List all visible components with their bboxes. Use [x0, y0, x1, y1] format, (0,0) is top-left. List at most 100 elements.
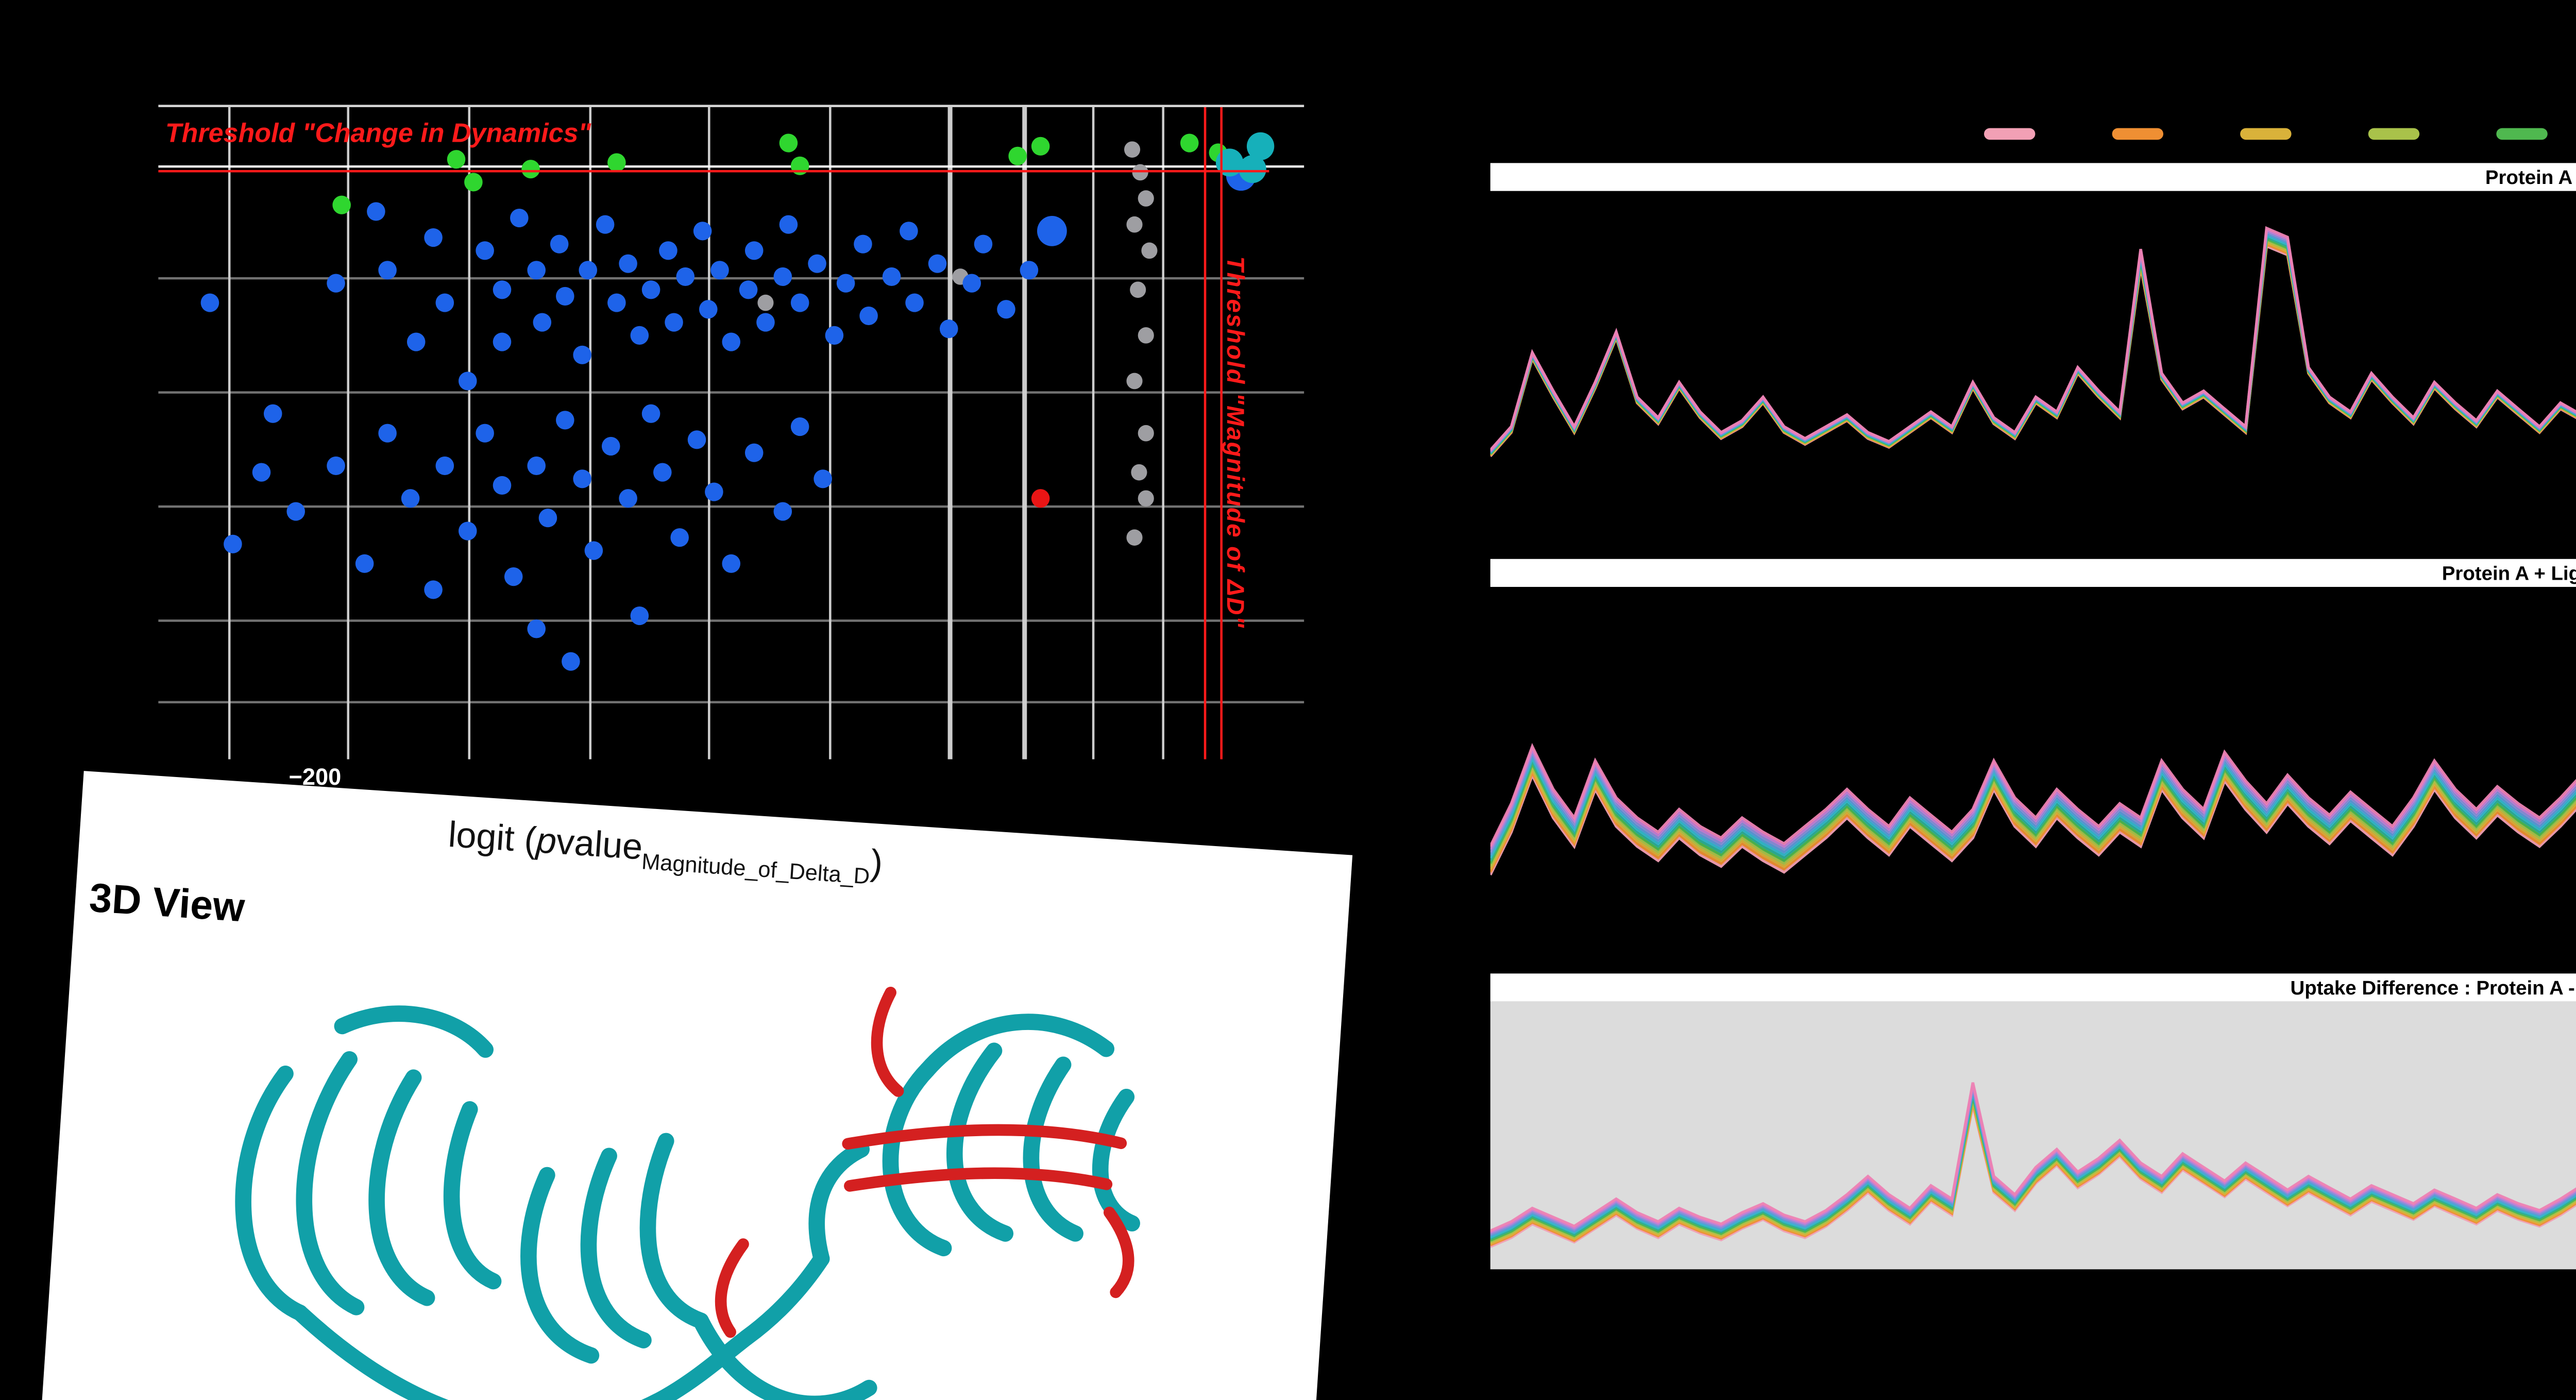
scatter-point-blue[interactable] [670, 528, 689, 547]
scatter-point-blue[interactable] [406, 332, 426, 351]
scatter-point-blue[interactable] [705, 482, 723, 501]
scatter-point-blue[interactable] [722, 332, 741, 351]
scatter-point-green[interactable] [1008, 146, 1027, 165]
scatter-point-gray[interactable] [1138, 327, 1154, 344]
scatter-point-blue[interactable] [401, 489, 420, 508]
scatter-point-blue[interactable] [974, 234, 993, 254]
uptake-chart-protein-a-ligand[interactable] [1490, 587, 2576, 955]
scatter-point-gray[interactable] [757, 294, 774, 311]
scatter-point-blue[interactable] [527, 456, 546, 476]
scatter-point-red[interactable] [1031, 489, 1050, 508]
scatter-point-blue[interactable] [327, 456, 345, 476]
scatter-point-blue[interactable] [573, 345, 591, 364]
scatter-point-blue[interactable] [550, 234, 569, 254]
scatter-point-blue[interactable] [854, 234, 872, 254]
scatter-point-blue[interactable] [538, 509, 557, 528]
scatter-point-green[interactable] [779, 133, 798, 153]
scatter-point-blue[interactable] [435, 293, 454, 312]
scatter-point-gray[interactable] [1131, 464, 1147, 481]
scatter-point-blue[interactable] [790, 293, 809, 312]
scatter-point-blue[interactable] [476, 424, 494, 443]
scatter-point-blue[interactable] [653, 463, 672, 482]
scatter-point-blue[interactable] [882, 267, 901, 286]
scatter-point-green[interactable] [607, 153, 626, 172]
scatter-point-gray[interactable] [1126, 529, 1143, 546]
scatter-point-green[interactable] [464, 173, 483, 192]
scatter-point-green[interactable] [332, 195, 351, 214]
scatter-point-blue[interactable] [859, 306, 878, 325]
scatter-point-blue[interactable] [367, 202, 385, 221]
scatter-point-blue[interactable] [790, 417, 809, 436]
scatter-point-blue[interactable] [641, 404, 660, 423]
scatter-point-green[interactable] [1180, 133, 1199, 153]
scatter-point-blue[interactable] [493, 280, 512, 299]
scatter-point-blue[interactable] [510, 208, 529, 228]
scatter-point-blue[interactable] [699, 300, 718, 319]
scatter-point-blue[interactable] [744, 443, 764, 462]
scatter-point-blue[interactable] [224, 534, 242, 553]
scatter-point-blue[interactable] [378, 424, 397, 443]
scatter-point-blue[interactable] [355, 554, 374, 573]
scatter-point-blue[interactable] [808, 254, 826, 273]
scatter-point-blue[interactable] [722, 554, 741, 573]
scatter-point-blue[interactable] [773, 502, 792, 521]
scatter-point-blue[interactable] [435, 456, 454, 476]
scatter-point-blue[interactable] [939, 319, 958, 339]
scatter-point-blue[interactable] [676, 267, 695, 286]
scatter-point-blue[interactable] [825, 326, 844, 345]
scatter-point-blue[interactable] [378, 261, 397, 280]
scatter-point-blue[interactable] [200, 293, 219, 312]
scatter-point-blue[interactable] [756, 313, 775, 332]
scatter-point-blue[interactable] [252, 463, 271, 482]
scatter-point-blue[interactable] [584, 541, 603, 560]
scatter-point-blue[interactable] [814, 469, 832, 488]
scatter-point-teal[interactable] [1246, 132, 1275, 160]
scatter-point-blue[interactable] [928, 254, 947, 273]
scatter-point-blue[interactable] [579, 261, 598, 280]
scatter-point-blue[interactable] [773, 267, 792, 286]
scatter-point-blue[interactable] [458, 372, 477, 391]
uptake-chart-difference[interactable] [1490, 1002, 2576, 1270]
scatter-point-blue[interactable] [962, 274, 981, 293]
scatter-point-blue[interactable] [905, 293, 924, 312]
scatter-point-gray[interactable] [1130, 281, 1146, 298]
uptake-chart-protein-a[interactable] [1490, 191, 2576, 550]
scatter-point-blue[interactable] [458, 521, 477, 541]
scatter-point-blue[interactable] [601, 436, 620, 456]
scatter-point-blue[interactable] [562, 652, 580, 671]
scatter-point-green[interactable] [447, 150, 466, 169]
scatter-point-blue[interactable] [619, 254, 637, 273]
scatter-point-blue[interactable] [693, 222, 712, 241]
scatter-point-blue[interactable] [630, 606, 649, 626]
scatter-point-gray[interactable] [1124, 141, 1141, 158]
scatter-point-gray[interactable] [1138, 425, 1154, 442]
scatter-point-blue[interactable] [476, 241, 494, 260]
scatter-point-blue[interactable] [504, 567, 523, 586]
scatter-point-blue[interactable] [327, 274, 345, 293]
scatter-point-blue[interactable] [573, 469, 591, 488]
scatter-point-blue[interactable] [424, 580, 443, 599]
scatter-point-blue[interactable] [665, 313, 683, 332]
scatter-point-blue[interactable] [659, 241, 677, 260]
scatter-point-blue[interactable] [263, 404, 282, 423]
scatter-point-blue[interactable] [607, 293, 626, 312]
scatter-point-blue[interactable] [527, 619, 546, 638]
scatter-point-blue[interactable] [619, 489, 637, 508]
scatter-point-blue[interactable] [286, 502, 305, 521]
scatter-point-blue[interactable] [493, 332, 512, 351]
scatter-point-blue[interactable] [739, 280, 758, 299]
scatter-point-gray[interactable] [1138, 490, 1154, 507]
3d-view-panel[interactable]: logit (pvalueMagnitude_of_Delta_D) 3D Vi… [32, 771, 1353, 1400]
scatter-point-blue[interactable] [493, 476, 512, 495]
volcano-plot[interactable]: Threshold "Change in Dynamics" Threshold… [158, 105, 1304, 792]
scatter-point-big_blue[interactable] [1037, 215, 1067, 246]
scatter-point-blue[interactable] [710, 261, 729, 280]
scatter-point-blue[interactable] [744, 241, 764, 260]
scatter-point-blue[interactable] [424, 228, 443, 247]
scatter-point-blue[interactable] [997, 300, 1015, 319]
scatter-point-blue[interactable] [527, 261, 546, 280]
scatter-point-blue[interactable] [641, 280, 660, 299]
scatter-point-blue[interactable] [596, 215, 615, 234]
protein-structure[interactable] [36, 920, 1343, 1400]
scatter-point-blue[interactable] [900, 222, 918, 241]
